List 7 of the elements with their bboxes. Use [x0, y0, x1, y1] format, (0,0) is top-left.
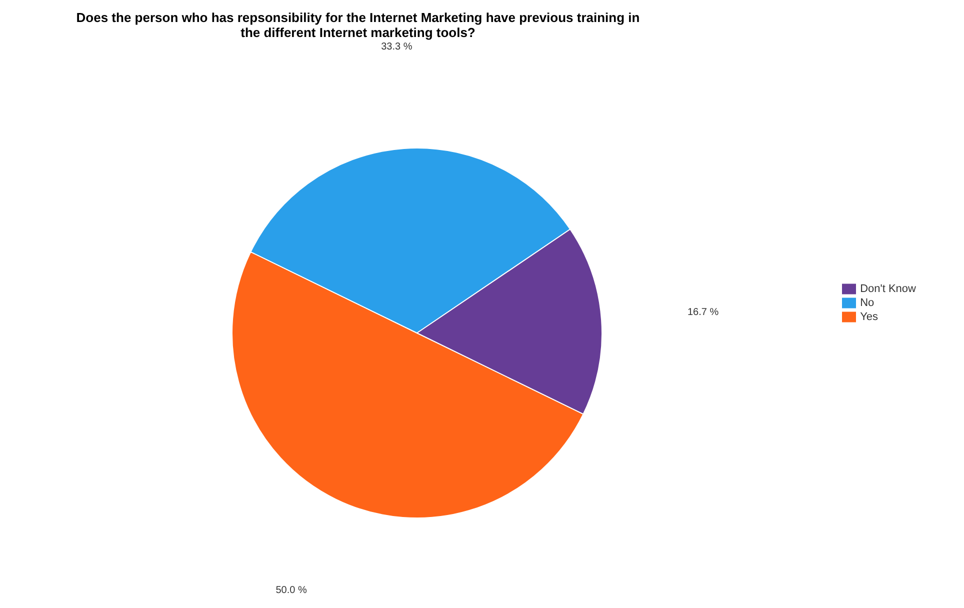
- legend-label: Don't Know: [860, 282, 916, 295]
- legend-label: No: [860, 296, 874, 309]
- data-label: 16.7 %: [687, 307, 719, 318]
- legend-label: Yes: [860, 310, 878, 323]
- chart-title: Does the person who has repsonsibility for the Internet Marketing have previous training in the different Internet marketing tools?: [75, 10, 641, 40]
- data-label: 33.3 %: [381, 41, 412, 52]
- data-label: 50.0 %: [276, 585, 307, 596]
